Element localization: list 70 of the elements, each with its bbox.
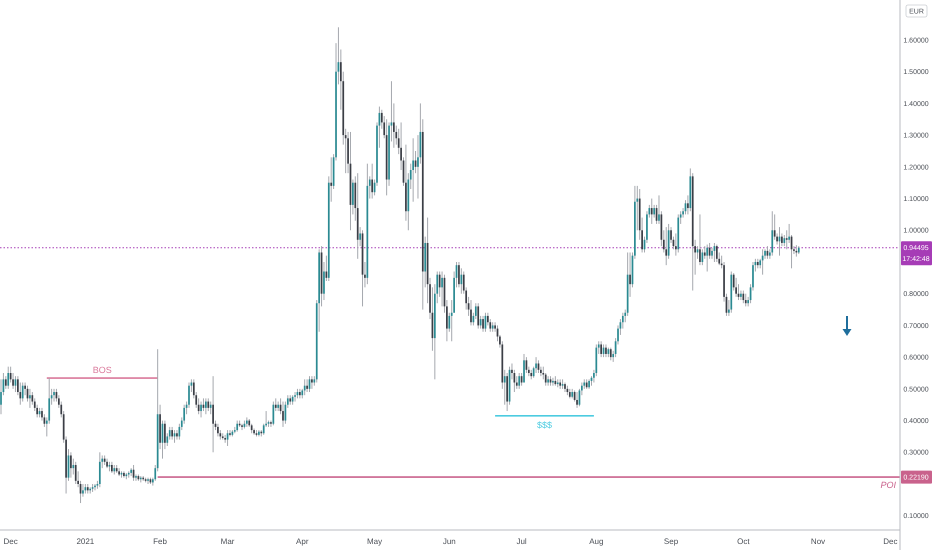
candlestick — [200, 401, 202, 418]
candlestick — [282, 401, 284, 428]
candlestick — [470, 300, 472, 326]
x-tick-label: Mar — [220, 537, 235, 546]
candlestick — [571, 388, 574, 399]
candlestick — [132, 464, 134, 482]
candlestick — [294, 392, 296, 402]
candlestick — [547, 376, 549, 386]
candlestick — [482, 315, 484, 332]
candlestick — [113, 464, 116, 475]
candlestick — [523, 353, 525, 384]
candlestick — [296, 388, 298, 399]
candlestick — [308, 376, 310, 393]
candlestick — [526, 356, 528, 374]
x-tick-label: Nov — [810, 537, 826, 546]
candlestick — [53, 388, 55, 402]
candlestick — [602, 344, 604, 358]
candlestick — [711, 247, 713, 260]
candlestick — [766, 246, 768, 260]
x-tick-label: Feb — [153, 537, 168, 546]
candlestick — [538, 360, 540, 374]
candlestick — [104, 454, 106, 466]
candlestick — [778, 226, 780, 256]
candlestick — [568, 388, 571, 399]
x-tick-label: 2021 — [76, 537, 95, 546]
x-tick-label: Sep — [664, 537, 679, 546]
candlestick — [217, 423, 219, 437]
candlestick — [588, 378, 590, 390]
x-tick-label: Dec — [883, 537, 898, 546]
series-label: $$$ — [536, 420, 552, 430]
candlestick — [38, 407, 40, 418]
candlestick — [566, 385, 568, 396]
candlestick — [106, 458, 108, 469]
candlestick — [226, 430, 228, 446]
candlestick — [304, 378, 306, 396]
candlestick — [84, 484, 86, 494]
x-tick-label: Dec — [4, 537, 18, 546]
candlestick — [212, 376, 214, 453]
candlestick — [762, 248, 764, 276]
candlestick — [576, 392, 578, 408]
x-tick-label: Aug — [589, 537, 604, 546]
candlestick — [484, 312, 486, 332]
candlestick — [108, 461, 110, 472]
candlestick — [735, 277, 737, 298]
series-label: POI — [880, 480, 896, 490]
x-tick-label: Jul — [516, 537, 527, 546]
candlestick — [277, 401, 280, 412]
candlestick — [783, 234, 786, 247]
candlestick — [306, 378, 308, 393]
candlestick — [714, 242, 716, 262]
candlestick — [564, 382, 566, 393]
candlestick — [311, 376, 313, 390]
candlestick — [70, 452, 72, 478]
candlestick — [562, 378, 564, 390]
x-tick-label: Apr — [296, 537, 309, 546]
candlestick — [586, 378, 588, 390]
candlestick — [174, 430, 176, 444]
series-label: BOS — [92, 365, 112, 376]
candlestick — [605, 344, 607, 358]
x-tick-label: May — [367, 537, 382, 546]
candlestick — [699, 214, 701, 266]
candlestick — [550, 376, 552, 386]
candlestick — [14, 376, 16, 393]
x-tick-label: Oct — [737, 537, 750, 546]
x-tick-label: Jun — [442, 537, 456, 546]
candlestick — [684, 200, 686, 215]
candlestick — [86, 484, 89, 494]
candlestick — [29, 388, 31, 408]
candlestick — [608, 347, 610, 358]
candlestick — [520, 372, 522, 386]
